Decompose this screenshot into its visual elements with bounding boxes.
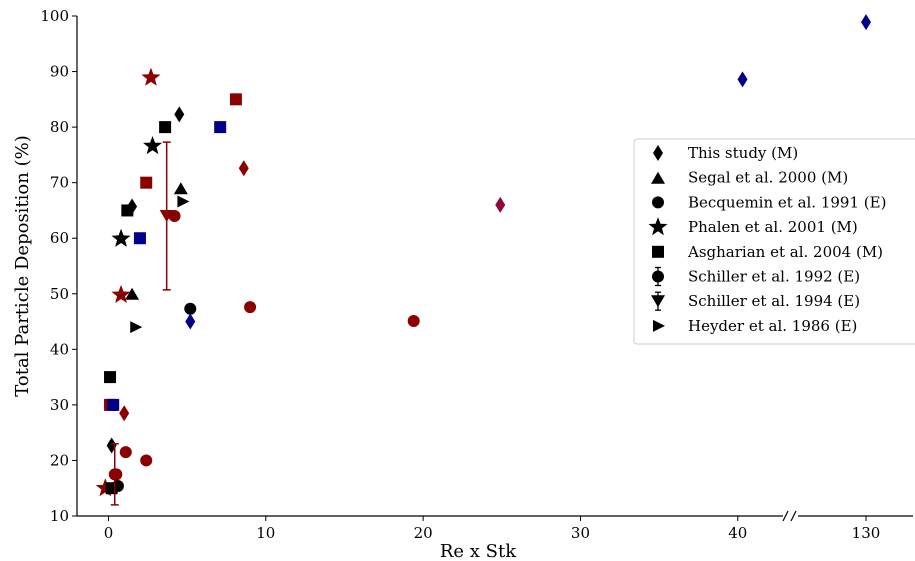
- legend-marker: [653, 145, 663, 161]
- legend-marker: [652, 270, 664, 283]
- data-point: [173, 182, 188, 195]
- legend-box: [633, 138, 915, 345]
- y-tick-label: 30: [50, 396, 69, 414]
- legend-label: Asgharian et al. 2004 (M): [687, 243, 883, 261]
- data-point: [95, 478, 115, 497]
- data-point: [141, 67, 161, 86]
- x-axis-label: Re x Stk: [440, 541, 517, 561]
- axis-break-mark: [790, 510, 797, 522]
- data-point: [119, 405, 130, 422]
- x-tick-label: 130: [852, 524, 881, 542]
- legend-marker: [651, 295, 665, 308]
- data-point: [861, 14, 871, 31]
- data-point: [495, 196, 506, 213]
- data-point: [105, 482, 118, 495]
- data-point: [238, 160, 249, 177]
- legend-label: Schiller et al. 1992 (E): [688, 268, 860, 286]
- y-tick-label: 80: [50, 118, 69, 136]
- data-marks: [95, 14, 871, 506]
- data-point: [185, 313, 196, 330]
- data-point: [214, 121, 227, 134]
- legend-label: Segal et al. 2000 (M): [688, 169, 848, 187]
- legend-marker: [653, 319, 665, 332]
- data-point: [108, 468, 121, 481]
- data-point: [119, 446, 132, 459]
- legend-label: Heyder et al. 1986 (E): [688, 317, 857, 335]
- data-point: [244, 301, 257, 314]
- data-point: [229, 93, 242, 106]
- legend: This study (M) Segal et al. 2000 (M) Becqu…: [633, 138, 915, 345]
- data-point: [159, 121, 172, 134]
- data-point: [174, 106, 185, 123]
- x-tick-label: 20: [414, 524, 433, 542]
- y-tick-label: 100: [40, 7, 69, 25]
- data-point: [111, 228, 131, 247]
- legend-label: Schiller et al. 1994 (E): [688, 292, 860, 310]
- data-point: [107, 398, 120, 411]
- axis-break-mark: [782, 510, 789, 522]
- data-point: [104, 371, 117, 384]
- data-point: [407, 315, 420, 327]
- y-axis-label: Total Particle Deposition (%): [12, 135, 33, 396]
- data-point: [130, 321, 143, 334]
- x-tick-label: 30: [571, 524, 590, 542]
- legend-marker: [652, 196, 664, 209]
- data-point: [125, 287, 140, 300]
- y-tick-label: 70: [50, 174, 69, 192]
- data-point: [177, 195, 190, 208]
- y-tick-label: 50: [50, 285, 69, 303]
- legend-label: This study (M): [688, 144, 798, 162]
- x-tick-label: 0: [104, 524, 114, 542]
- legend-marker: [648, 217, 668, 236]
- y-tick-label: 10: [50, 507, 69, 525]
- y-tick-label: 60: [50, 229, 69, 247]
- y-tick-label: 90: [50, 63, 69, 81]
- legend-label: Becquemin et al. 1991 (E): [688, 193, 886, 211]
- data-point: [140, 176, 153, 189]
- x-tick-label: 40: [728, 524, 747, 542]
- data-point: [737, 71, 748, 88]
- legend-marker: [652, 245, 664, 258]
- axes: 10 20 30 40 50 60 70 80 90 100 0 10 20 30 40 130 Re x St…: [12, 7, 913, 561]
- y-tick-label: 20: [50, 451, 69, 469]
- data-point: [133, 232, 146, 245]
- data-point: [111, 284, 131, 303]
- data-point: [140, 454, 153, 467]
- legend-label: Phalen et al. 2001 (M): [688, 218, 858, 236]
- data-point: [159, 210, 174, 222]
- y-tick-label: 40: [50, 340, 69, 358]
- data-point: [121, 204, 134, 217]
- legend-marker: [651, 171, 665, 184]
- x-tick-label: 10: [256, 524, 275, 542]
- data-point: [143, 136, 163, 155]
- data-point: [184, 302, 197, 315]
